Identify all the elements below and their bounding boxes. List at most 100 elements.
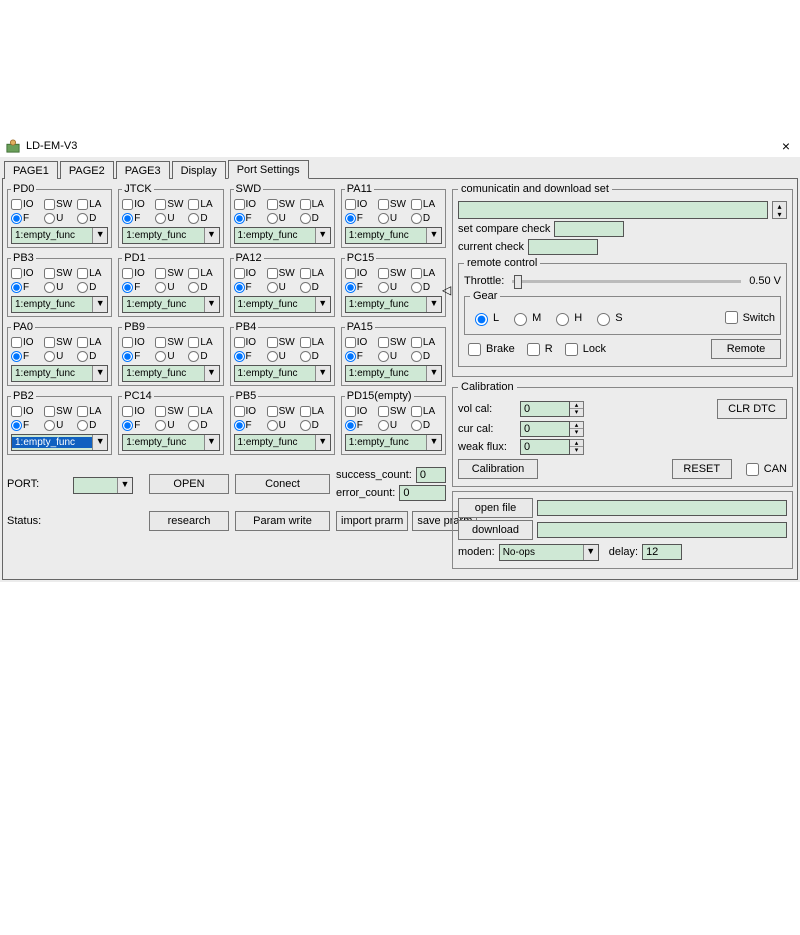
switch-checkbox[interactable]: Switch: [721, 308, 775, 327]
port-check-la[interactable]: LA: [411, 199, 442, 210]
port-radio-d[interactable]: D: [188, 213, 219, 224]
port-check-la[interactable]: LA: [300, 406, 331, 417]
cur-cal-stepper[interactable]: 0▴▾: [520, 421, 584, 437]
port-radio-u[interactable]: U: [155, 351, 186, 362]
port-check-sw[interactable]: SW: [378, 268, 409, 279]
open-button[interactable]: OPEN: [149, 474, 229, 494]
port-radio-d[interactable]: D: [300, 420, 331, 431]
port-radio-d[interactable]: D: [411, 282, 442, 293]
port-check-la[interactable]: LA: [77, 268, 108, 279]
brake-checkbox[interactable]: Brake: [464, 340, 515, 359]
spin-up-icon[interactable]: ▴: [570, 402, 583, 409]
port-radio-d[interactable]: D: [411, 351, 442, 362]
port-radio-f[interactable]: F: [122, 420, 153, 431]
scroll-up-icon[interactable]: ▴: [773, 202, 786, 210]
port-func-select[interactable]: 1:empty_func▼: [11, 227, 108, 244]
port-check-sw[interactable]: SW: [378, 199, 409, 210]
port-check-la[interactable]: LA: [77, 199, 108, 210]
port-func-select[interactable]: 1:empty_func▼: [234, 296, 331, 313]
port-radio-u[interactable]: U: [155, 213, 186, 224]
delay-input[interactable]: 12: [642, 544, 682, 560]
open-file-button[interactable]: open file: [458, 498, 533, 518]
port-func-select[interactable]: 1:empty_func▼: [11, 434, 108, 451]
close-icon[interactable]: ×: [778, 138, 794, 154]
port-radio-f[interactable]: F: [234, 213, 265, 224]
port-check-la[interactable]: LA: [77, 337, 108, 348]
port-check-sw[interactable]: SW: [155, 337, 186, 348]
port-check-sw[interactable]: SW: [155, 199, 186, 210]
clr-dtc-button[interactable]: CLR DTC: [717, 399, 787, 419]
port-radio-d[interactable]: D: [77, 213, 108, 224]
port-func-select[interactable]: 1:empty_func▼: [234, 434, 331, 451]
port-check-io[interactable]: IO: [234, 199, 265, 210]
port-func-select[interactable]: 1:empty_func▼: [122, 227, 219, 244]
port-check-la[interactable]: LA: [77, 406, 108, 417]
port-select[interactable]: ▼: [73, 477, 133, 494]
port-check-la[interactable]: LA: [411, 337, 442, 348]
port-func-select[interactable]: 1:empty_func▼: [122, 365, 219, 382]
port-radio-f[interactable]: F: [122, 351, 153, 362]
port-check-io[interactable]: IO: [345, 337, 376, 348]
port-func-select[interactable]: 1:empty_func▼: [345, 227, 442, 244]
port-radio-d[interactable]: D: [300, 213, 331, 224]
conect-button[interactable]: Conect: [235, 474, 330, 494]
port-check-io[interactable]: IO: [345, 406, 376, 417]
port-check-io[interactable]: IO: [234, 337, 265, 348]
spin-down-icon[interactable]: ▾: [570, 409, 583, 416]
scroll-down-icon[interactable]: ▾: [773, 210, 786, 218]
port-check-sw[interactable]: SW: [267, 199, 298, 210]
port-check-la[interactable]: LA: [188, 406, 219, 417]
port-check-sw[interactable]: SW: [44, 337, 75, 348]
collapse-icon[interactable]: ◁: [442, 283, 451, 297]
research-button[interactable]: research: [149, 511, 229, 531]
port-radio-u[interactable]: U: [44, 282, 75, 293]
port-check-sw[interactable]: SW: [44, 406, 75, 417]
port-radio-f[interactable]: F: [234, 282, 265, 293]
port-radio-f[interactable]: F: [122, 282, 153, 293]
port-check-la[interactable]: LA: [188, 199, 219, 210]
port-radio-u[interactable]: U: [378, 420, 409, 431]
port-radio-d[interactable]: D: [188, 351, 219, 362]
spin-up-icon[interactable]: ▴: [570, 422, 583, 429]
port-check-sw[interactable]: SW: [267, 268, 298, 279]
can-checkbox[interactable]: CAN: [742, 460, 787, 479]
download-button[interactable]: download: [458, 520, 533, 540]
spin-up-icon[interactable]: ▴: [570, 440, 583, 447]
port-check-sw[interactable]: SW: [44, 199, 75, 210]
port-radio-f[interactable]: F: [345, 282, 376, 293]
spin-down-icon[interactable]: ▾: [570, 429, 583, 436]
port-radio-u[interactable]: U: [378, 213, 409, 224]
port-radio-u[interactable]: U: [155, 420, 186, 431]
port-check-la[interactable]: LA: [300, 337, 331, 348]
port-radio-u[interactable]: U: [378, 351, 409, 362]
port-radio-u[interactable]: U: [155, 282, 186, 293]
port-radio-f[interactable]: F: [122, 213, 153, 224]
moden-select[interactable]: No-ops▼: [499, 544, 599, 561]
weak-flux-stepper[interactable]: 0▴▾: [520, 439, 584, 455]
port-check-la[interactable]: LA: [188, 337, 219, 348]
port-radio-d[interactable]: D: [77, 282, 108, 293]
port-radio-f[interactable]: F: [11, 282, 42, 293]
port-check-la[interactable]: LA: [300, 199, 331, 210]
port-func-select[interactable]: 1:empty_func▼: [345, 296, 442, 313]
port-check-io[interactable]: IO: [122, 268, 153, 279]
tab-page1[interactable]: PAGE1: [4, 161, 58, 179]
port-check-la[interactable]: LA: [300, 268, 331, 279]
port-radio-d[interactable]: D: [411, 420, 442, 431]
port-radio-d[interactable]: D: [300, 282, 331, 293]
port-func-select[interactable]: 1:empty_func▼: [345, 434, 442, 451]
port-check-io[interactable]: IO: [345, 199, 376, 210]
port-check-sw[interactable]: SW: [155, 268, 186, 279]
lock-checkbox[interactable]: Lock: [561, 340, 606, 359]
port-func-select[interactable]: 1:empty_func▼: [345, 365, 442, 382]
file-path-input[interactable]: [537, 500, 787, 516]
port-radio-d[interactable]: D: [77, 351, 108, 362]
port-func-select[interactable]: 1:empty_func▼: [11, 296, 108, 313]
port-radio-f[interactable]: F: [234, 351, 265, 362]
port-check-la[interactable]: LA: [411, 406, 442, 417]
r-checkbox[interactable]: R: [523, 340, 553, 359]
port-check-io[interactable]: IO: [122, 406, 153, 417]
port-check-io[interactable]: IO: [122, 337, 153, 348]
port-radio-u[interactable]: U: [267, 420, 298, 431]
port-radio-u[interactable]: U: [267, 282, 298, 293]
